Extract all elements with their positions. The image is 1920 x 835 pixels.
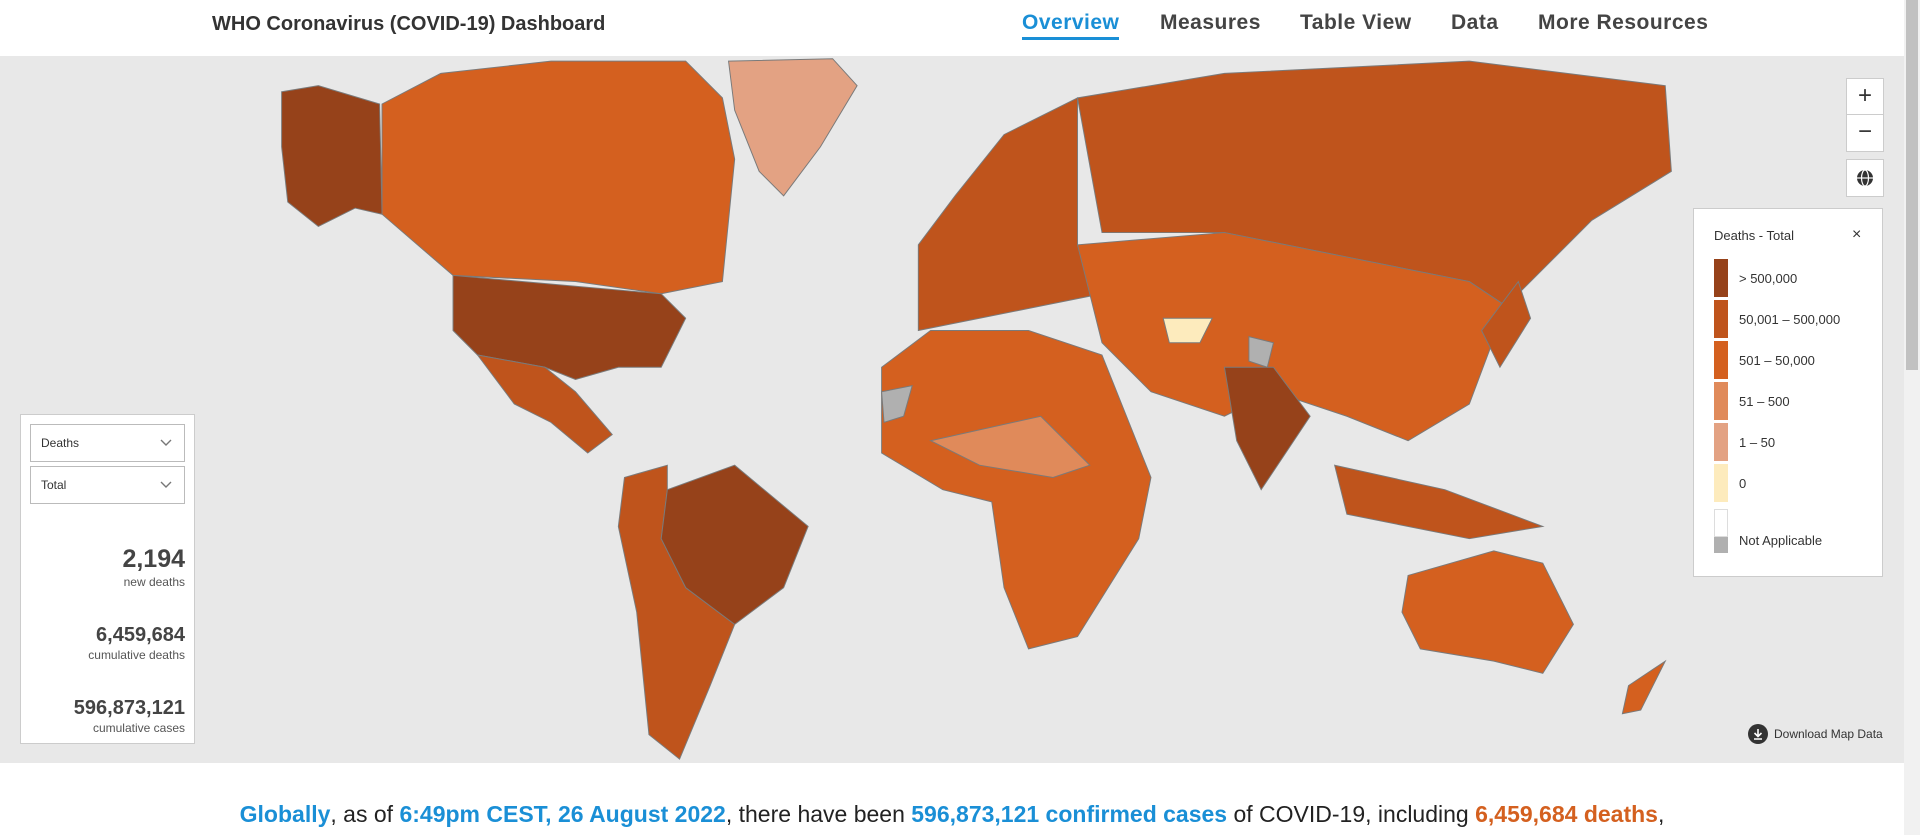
country[interactable] bbox=[452, 274, 687, 381]
country[interactable] bbox=[476, 354, 613, 454]
country[interactable] bbox=[1480, 280, 1532, 369]
globe-button[interactable] bbox=[1846, 159, 1884, 197]
summary-text: , there have been bbox=[725, 801, 912, 827]
legend-label: 501 – 50,000 bbox=[1739, 353, 1815, 368]
country[interactable] bbox=[881, 384, 913, 424]
world-map bbox=[281, 58, 1672, 760]
summary-date: 6:49pm CEST, 26 August 2022 bbox=[399, 801, 726, 827]
country[interactable] bbox=[1621, 659, 1667, 715]
chevron bbox=[160, 439, 172, 446]
legend-label: 0 bbox=[1739, 476, 1747, 491]
country[interactable] bbox=[1401, 550, 1574, 674]
summary-link[interactable]: Globally bbox=[239, 801, 331, 827]
download-icon bbox=[1748, 724, 1768, 744]
summary-text: , bbox=[1657, 801, 1665, 827]
country[interactable] bbox=[1333, 464, 1545, 540]
nav-link[interactable]: Table View bbox=[1300, 11, 1412, 34]
header bbox=[0, 0, 1904, 56]
stat-value: 596,873,121 bbox=[73, 697, 185, 719]
summary-text: , as of bbox=[330, 801, 400, 827]
legend-swatch bbox=[1714, 382, 1728, 420]
download-text: Download Map Data bbox=[1774, 727, 1883, 741]
nav-link[interactable]: Overview bbox=[1022, 11, 1120, 40]
legend-label: Not Applicable bbox=[1739, 533, 1823, 548]
legend-label: 51 – 500 bbox=[1739, 394, 1790, 409]
download-link[interactable]: Download Map Data bbox=[1748, 724, 1883, 744]
stat-label: new deaths bbox=[123, 575, 185, 589]
country[interactable] bbox=[617, 464, 736, 760]
zoom-out[interactable]: − bbox=[1846, 114, 1884, 152]
legend: Deaths - Total × > 500,000 50,001 – 500,0… bbox=[1693, 208, 1883, 577]
legend-title: Deaths - Total bbox=[1714, 228, 1794, 243]
nav-link[interactable]: Data bbox=[1451, 11, 1499, 34]
country[interactable] bbox=[917, 97, 1103, 332]
stat-label: cumulative cases bbox=[92, 721, 185, 735]
country[interactable] bbox=[929, 415, 1091, 478]
country[interactable] bbox=[1076, 60, 1672, 307]
nav-link[interactable]: Measures bbox=[1160, 11, 1261, 34]
scrollbar-thumb[interactable] bbox=[1906, 0, 1918, 370]
country[interactable] bbox=[281, 85, 383, 228]
legend-swatch bbox=[1714, 341, 1728, 379]
legend-swatch bbox=[1714, 300, 1728, 338]
legend-swatch bbox=[1714, 423, 1728, 461]
summary: Globally, as of 6:49pm CEST, 26 August 2… bbox=[0, 801, 1904, 828]
period-select[interactable]: Total bbox=[30, 466, 185, 504]
legend-swatch bbox=[1714, 259, 1728, 297]
stat-label: cumulative deaths bbox=[88, 648, 185, 662]
country[interactable] bbox=[660, 464, 809, 626]
nav-link[interactable]: More Resources bbox=[1538, 11, 1709, 34]
country[interactable] bbox=[1223, 366, 1311, 491]
summary-text: of COVID-19, including bbox=[1227, 801, 1476, 827]
legend-swatch bbox=[1714, 464, 1728, 502]
legend-label: > 500,000 bbox=[1739, 271, 1798, 286]
legend-close[interactable]: × bbox=[1852, 226, 1862, 243]
chevron bbox=[160, 481, 172, 488]
stat-value: 6,459,684 bbox=[96, 624, 185, 646]
summary-cases: 596,873,121 confirmed cases bbox=[911, 801, 1228, 827]
globe-icon bbox=[1857, 169, 1873, 187]
stat-value: 2,194 bbox=[122, 545, 185, 573]
zoom-in[interactable]: + bbox=[1846, 78, 1884, 116]
legend-swatch bbox=[1714, 509, 1728, 537]
country[interactable] bbox=[727, 58, 858, 197]
legend-label: 1 – 50 bbox=[1739, 435, 1776, 450]
site-title[interactable]: WHO Coronavirus (COVID-19) Dashboard bbox=[212, 13, 606, 35]
stats-panel: Deaths Total 2,194 new deaths 6,459,684 … bbox=[20, 414, 195, 744]
country[interactable] bbox=[1162, 317, 1213, 344]
country[interactable] bbox=[1248, 336, 1275, 368]
country[interactable] bbox=[381, 60, 736, 295]
legend-label: 50,001 – 500,000 bbox=[1739, 312, 1841, 327]
country[interactable] bbox=[881, 330, 1152, 650]
country[interactable] bbox=[1076, 232, 1507, 442]
metric-select[interactable]: Deaths bbox=[30, 424, 185, 462]
summary-deaths: 6,459,684 deaths bbox=[1475, 801, 1658, 827]
